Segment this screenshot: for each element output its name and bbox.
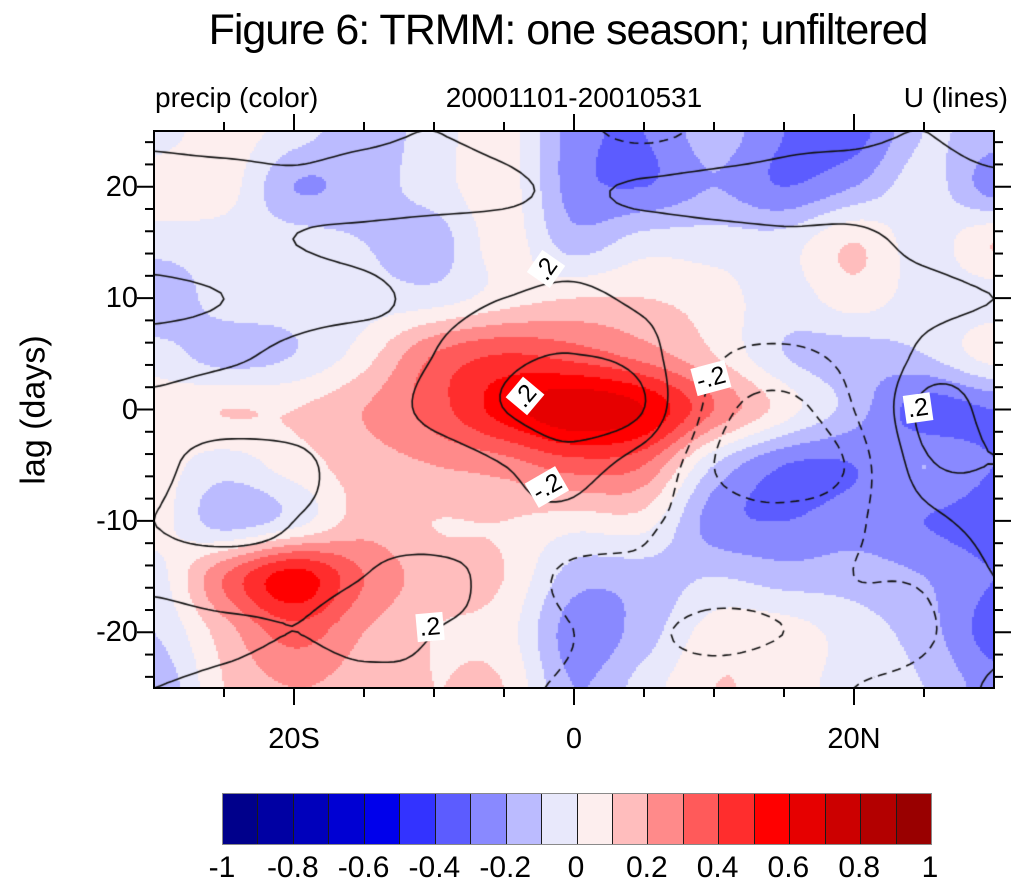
x-tick-label: 20N: [827, 723, 881, 755]
subtitle-u-lines: U (lines): [903, 82, 1008, 113]
x-tick-label: 0: [565, 723, 583, 755]
colorbar: [222, 793, 932, 845]
colorbar-cell: [400, 794, 436, 844]
y-tick-label: -20: [96, 616, 138, 649]
colorbar-tick-label: -0.2: [479, 851, 532, 884]
colorbar-tick-label: 0: [567, 851, 585, 884]
colorbar-cell: [506, 794, 543, 844]
colorbar-tick-label: -0.4: [408, 851, 461, 884]
colorbar-cell: [612, 794, 649, 844]
colorbar-cell: [648, 794, 684, 844]
colorbar-cell: [293, 794, 330, 844]
colorbar-cell: [258, 794, 294, 844]
colorbar-tick-label: 1: [921, 851, 939, 884]
y-tick-label: 20: [105, 170, 138, 203]
colorbar-tick-label: -0.8: [266, 851, 319, 884]
colorbar-cell: [896, 794, 932, 844]
subtitle-precip: precip (color): [155, 82, 319, 113]
colorbar-cell: [364, 794, 401, 844]
colorbar-cell: [790, 794, 826, 844]
colorbar-tick-label: 0.6: [767, 851, 810, 884]
colorbar-cell: [223, 794, 259, 844]
contour-value-label: .2: [903, 392, 934, 425]
colorbar-cell: [861, 794, 897, 844]
colorbar-cell: [435, 794, 472, 844]
colorbar-tick-label: -0.6: [337, 851, 390, 884]
colorbar-tick-label: 0.2: [625, 851, 668, 884]
colorbar-tick-label: 0.8: [838, 851, 881, 884]
colorbar-cell: [754, 794, 791, 844]
colorbar-tick-label: 0.4: [696, 851, 739, 884]
contour-value-label: .2: [415, 611, 445, 642]
contour-plot-canvas: [154, 131, 994, 688]
colorbar-cell: [471, 794, 507, 844]
colorbar-cell: [825, 794, 862, 844]
subtitle-date-range: 20001101-20010531: [445, 82, 703, 113]
colorbar-cell: [542, 794, 578, 844]
x-tick-label: 20S: [268, 723, 320, 755]
y-tick-label: 10: [105, 282, 138, 315]
colorbar-cell: [329, 794, 365, 844]
colorbar-tick-label: -1: [208, 851, 236, 884]
colorbar-cell: [719, 794, 755, 844]
colorbar-cell: [577, 794, 613, 844]
y-tick-label: -10: [96, 504, 138, 537]
y-tick-label: 0: [121, 393, 138, 426]
figure-title: Figure 6: TRMM: one season; unfiltered: [208, 6, 929, 54]
colorbar-cell: [683, 794, 720, 844]
